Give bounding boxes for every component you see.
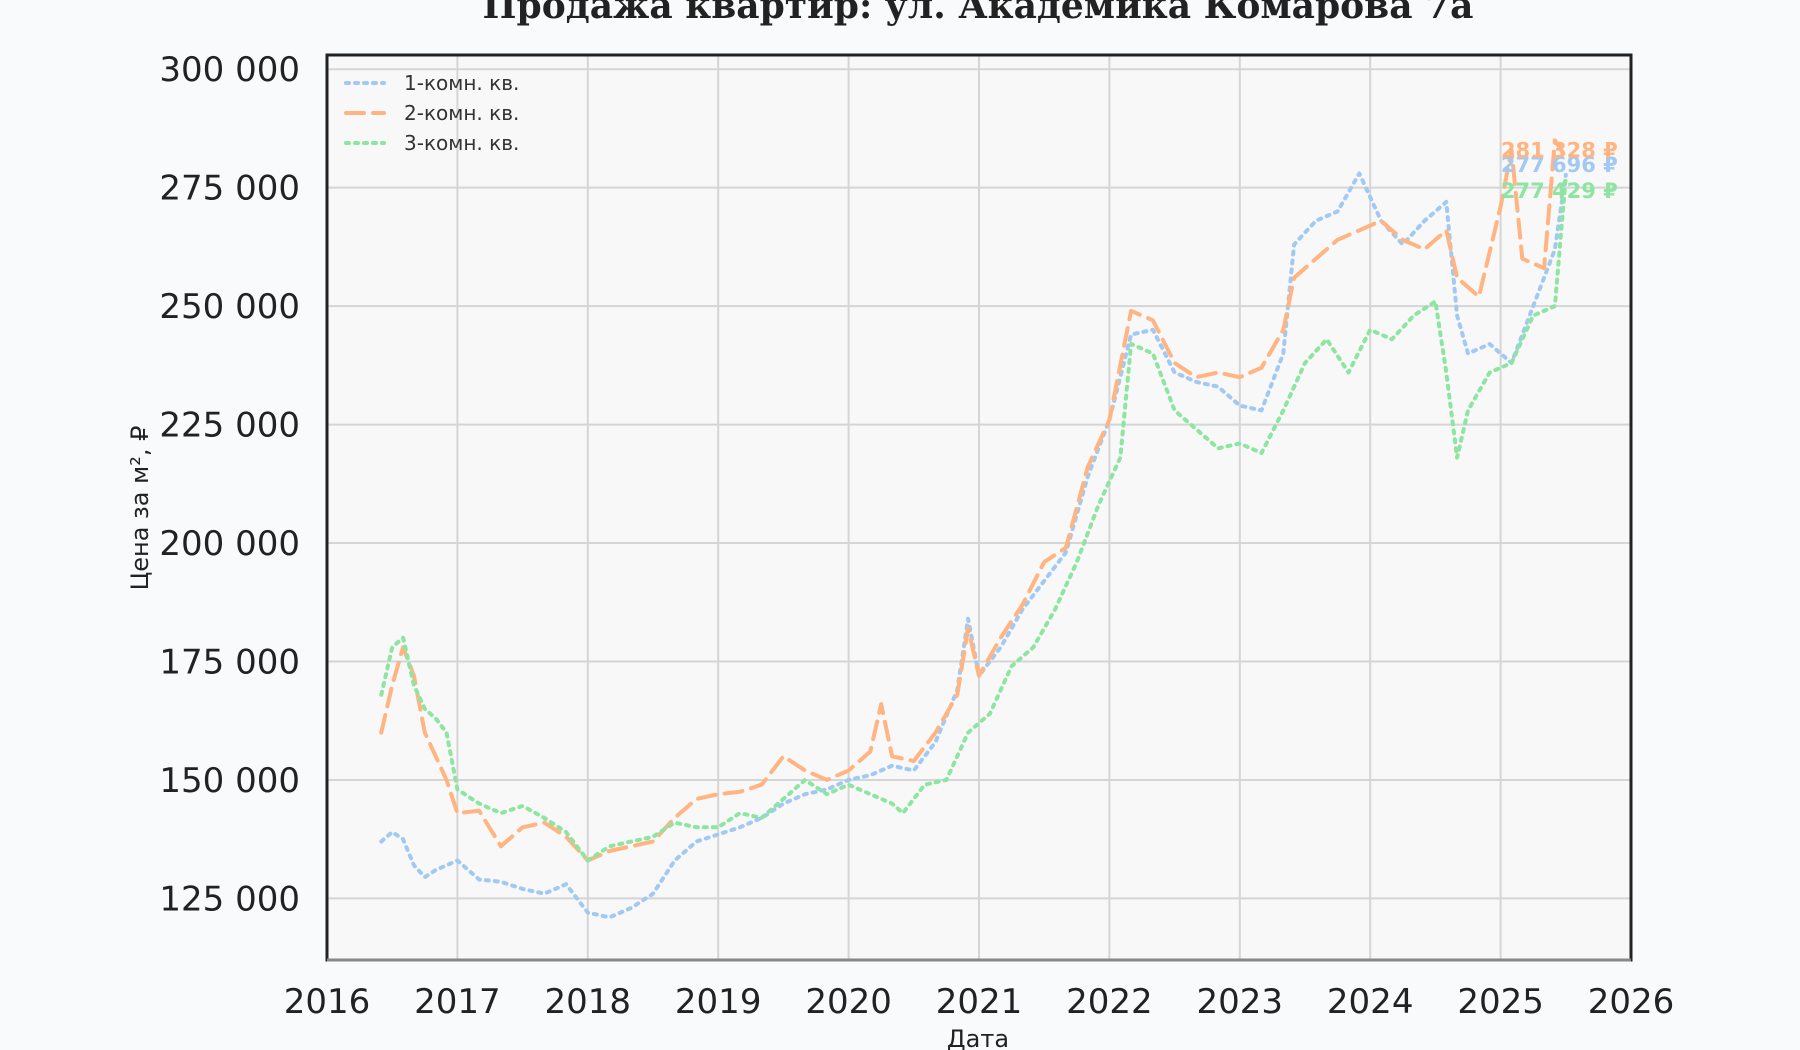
end-label-1: 277 696 ₽: [1501, 153, 1618, 177]
x-tick-label: 2025: [1457, 982, 1544, 1022]
x-axis-ticks: 2016 2017 2018 2019 2020 2021 2022 2023 2024 2025…: [284, 982, 1675, 1022]
legend-label-3: 3-комн. кв.: [404, 131, 519, 155]
x-tick-label: 2022: [1066, 982, 1153, 1022]
y-tick-label: 125 000: [159, 879, 300, 919]
chart-title: Продажа квартир: ул. Академика Комарова …: [483, 0, 1474, 27]
legend-label-2: 2-комн. кв.: [404, 101, 519, 125]
series-line-3: [379, 174, 1568, 863]
y-tick-label: 200 000: [159, 524, 300, 564]
y-tick-label: 300 000: [159, 50, 300, 90]
y-tick-label: 175 000: [159, 642, 300, 682]
end-labels: 277 696 ₽281 328 ₽ 277 429 ₽: [1501, 139, 1618, 203]
y-tick-label: 275 000: [159, 169, 300, 209]
series-line-2: [379, 138, 1568, 863]
x-tick-label: 2017: [414, 982, 501, 1022]
end-label-3: 277 429 ₽: [1501, 179, 1618, 203]
x-tick-label: 2018: [545, 982, 632, 1022]
series-lines: [379, 138, 1568, 920]
y-tick-label: 150 000: [159, 761, 300, 801]
x-tick-label: 2020: [805, 982, 892, 1022]
y-tick-label: 250 000: [159, 287, 300, 327]
x-tick-label: 2023: [1197, 982, 1284, 1022]
x-tick-label: 2024: [1327, 982, 1414, 1022]
x-tick-label: 2019: [675, 982, 762, 1022]
x-tick-label: 2016: [284, 982, 371, 1022]
legend: 1-комн. кв. 2-комн. кв. 3-комн. кв.: [344, 71, 519, 155]
x-tick-label: 2026: [1588, 982, 1675, 1022]
x-axis-label: Дата: [947, 1025, 1009, 1050]
x-tick-label: 2021: [936, 982, 1023, 1022]
y-tick-label: 225 000: [159, 406, 300, 446]
y-axis-ticks: 125 000 150 000 175 000 200 000 225 000 250 0…: [159, 50, 300, 919]
y-axis-label: Цена за м², ₽: [126, 426, 154, 591]
end-label-2: 281 328 ₽: [1501, 139, 1618, 163]
legend-label-1: 1-комн. кв.: [404, 71, 519, 95]
